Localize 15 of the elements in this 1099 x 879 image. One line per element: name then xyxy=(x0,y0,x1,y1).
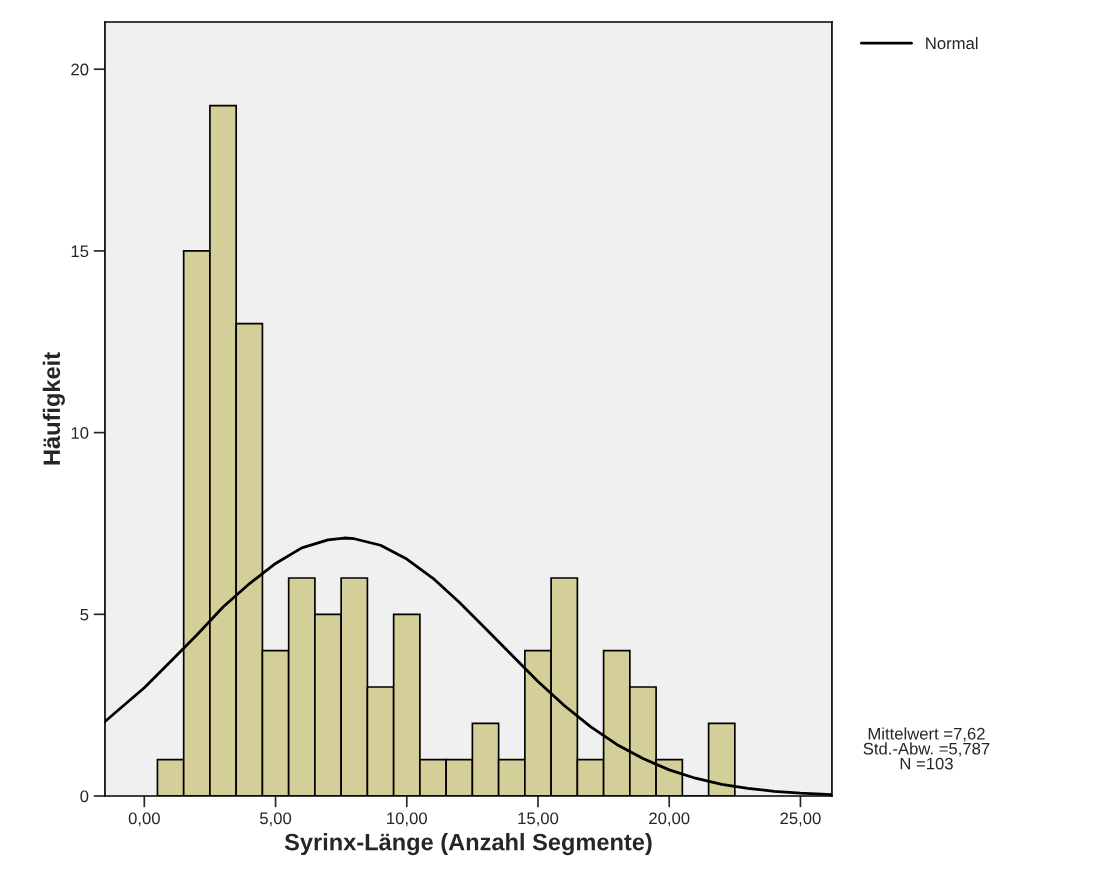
x-tick-label: 10,00 xyxy=(387,812,427,827)
x-tick-label: 20,00 xyxy=(649,812,690,827)
y-tick-label: 10 xyxy=(71,427,89,439)
y-tick-label: 15 xyxy=(71,245,89,258)
legend-label: Normal xyxy=(926,36,978,50)
x-axis-title: Syrinx-Länge (Anzahl Segmente) xyxy=(284,833,652,856)
x-tick-label: 15,00 xyxy=(518,812,559,827)
y-axis-title: Häufigkeit xyxy=(42,352,65,465)
text: Mittelwert =7,62 Std.-Abw. =5,787 N =103 xyxy=(863,727,990,770)
x-tick-label: 25,00 xyxy=(780,812,821,827)
x-tick-label: 5,00 xyxy=(260,812,292,827)
x-tick-label: 0,00 xyxy=(128,812,160,827)
y-tick-label: 5 xyxy=(80,608,89,621)
y-tick-label: 20 xyxy=(71,63,89,76)
y-tick-label: 0 xyxy=(80,790,89,803)
